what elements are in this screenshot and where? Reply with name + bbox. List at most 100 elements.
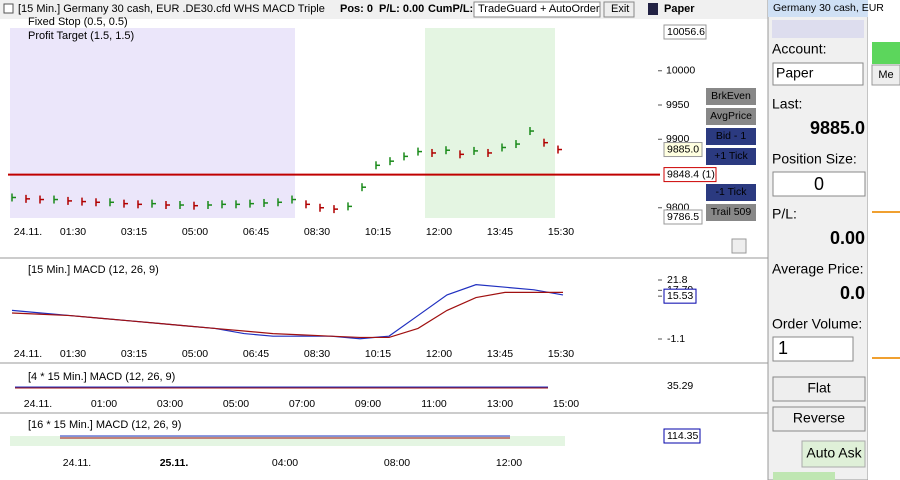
time-label: 09:00 <box>355 398 381 410</box>
price-marker <box>663 167 717 183</box>
position-box <box>772 171 866 197</box>
volume-value: 1 <box>778 338 788 358</box>
session-shade <box>425 28 555 218</box>
pl: P/L: 0.00 <box>379 3 424 15</box>
order-button-label: -1 Tick <box>716 186 748 198</box>
order-button[interactable] <box>706 88 756 105</box>
price-label: 9786.5 <box>667 211 699 223</box>
time-label: 03:00 <box>157 398 183 410</box>
value-marker <box>663 428 701 444</box>
tradeguard-label: TradeGuard + AutoOrder <box>478 3 600 15</box>
time-label: 24.11. <box>14 226 42 238</box>
panel-title: [4 * 15 Min.] MACD (12, 26, 9) <box>28 371 175 383</box>
order-button-label: AvgPrice <box>710 110 752 122</box>
time-label: 08:00 <box>384 457 410 469</box>
panel-title: [16 * 15 Min.] MACD (12, 26, 9) <box>28 419 181 431</box>
panel-header <box>768 0 868 17</box>
price-label: 9848.4 (1) <box>667 168 715 180</box>
price-label: 9950 <box>666 99 690 111</box>
session-shade <box>10 28 295 218</box>
price-marker <box>663 24 707 40</box>
order-button-label: BrkEven <box>711 90 751 102</box>
order-button[interactable] <box>706 108 756 125</box>
green-block <box>872 42 900 64</box>
position: Pos: 0 <box>340 3 373 15</box>
tradeguard-button[interactable] <box>473 1 601 18</box>
time-label: 08:30 <box>304 348 330 360</box>
order-button-label: Trail 509 <box>711 206 752 218</box>
order-button[interactable] <box>706 184 756 201</box>
me-button[interactable] <box>871 64 900 86</box>
macd-label: 21.8 <box>667 274 688 286</box>
price-marker <box>663 209 703 225</box>
time-label: 10:15 <box>365 226 391 238</box>
time-label: 15:30 <box>548 348 574 360</box>
session-shade <box>10 436 565 446</box>
exit-button[interactable] <box>603 1 635 18</box>
time-label: 13:00 <box>487 398 513 410</box>
auto-bid-button[interactable] <box>773 472 835 480</box>
chart-title: [15 Min.] Germany 30 cash, EUR .DE30.cfd… <box>18 3 325 15</box>
time-label: 07:00 <box>289 398 315 410</box>
time-label: 15:30 <box>548 226 574 238</box>
strategy-label: Profit Target (1.5, 1.5) <box>28 30 134 42</box>
time-label: 04:00 <box>272 457 298 469</box>
auto-ask-label: Auto Ask <box>806 445 862 461</box>
time-label: 24.11. <box>24 398 52 410</box>
order-button-label: +1 Tick <box>714 150 748 162</box>
time-label: 06:45 <box>243 226 269 238</box>
macd-label: 35.29 <box>667 380 693 392</box>
time-label: 05:00 <box>182 348 208 360</box>
price-label: 9885.0 <box>667 143 699 155</box>
time-label: 11:00 <box>421 398 447 410</box>
account-select[interactable] <box>772 62 864 86</box>
field-label: Last: <box>772 96 802 112</box>
flat-button[interactable] <box>772 376 866 402</box>
time-label: 06:45 <box>243 348 269 360</box>
order-button[interactable] <box>706 148 756 165</box>
collapse-icon[interactable] <box>3 3 14 14</box>
field-label: Position Size: <box>772 151 857 167</box>
time-label: 12:00 <box>496 457 522 469</box>
order-button[interactable] <box>706 128 756 145</box>
time-label: 15:00 <box>553 398 579 410</box>
time-label: 25.11. <box>160 457 189 469</box>
time-label: 01:30 <box>60 226 86 238</box>
time-label: 01:30 <box>60 348 86 360</box>
time-label: 12:00 <box>426 226 452 238</box>
order-button[interactable] <box>706 204 756 221</box>
time-label: 08:30 <box>304 226 330 238</box>
price-label: 10000 <box>666 65 695 77</box>
avg-value: 0.0 <box>840 283 865 303</box>
flat-label: Flat <box>807 380 830 396</box>
volume-input[interactable] <box>772 336 854 362</box>
auto-ask-button[interactable] <box>801 440 866 468</box>
strategy-label: Fixed Stop (0.5, 0.5) <box>28 16 128 28</box>
position-value: 0 <box>814 174 824 194</box>
price-label: 10056.6 <box>667 26 705 38</box>
field-label: Account: <box>772 41 826 57</box>
reverse-button[interactable] <box>772 406 866 432</box>
time-label: 12:00 <box>426 348 452 360</box>
time-label: 24.11. <box>14 348 42 360</box>
price-marker <box>663 142 703 158</box>
account-label: Paper <box>664 3 695 15</box>
order-button-label: Bid - 1 <box>716 130 747 142</box>
time-label: 13:45 <box>487 226 513 238</box>
reverse-label: Reverse <box>793 410 845 426</box>
me-label: Me <box>878 69 893 81</box>
scroll-button[interactable] <box>731 238 747 254</box>
time-label: 24.11. <box>63 457 91 469</box>
field-label: P/L: <box>772 206 797 222</box>
exit-label: Exit <box>611 3 629 15</box>
value-marker <box>663 288 697 304</box>
time-label: 03:15 <box>121 226 147 238</box>
field-label: Order Volume: <box>772 316 862 332</box>
macd-label: 15.53 <box>667 290 693 302</box>
signal-line <box>11 291 563 339</box>
macd-label: 114.35 <box>667 430 698 442</box>
time-label: 05:00 <box>223 398 249 410</box>
time-label: 10:15 <box>365 348 391 360</box>
